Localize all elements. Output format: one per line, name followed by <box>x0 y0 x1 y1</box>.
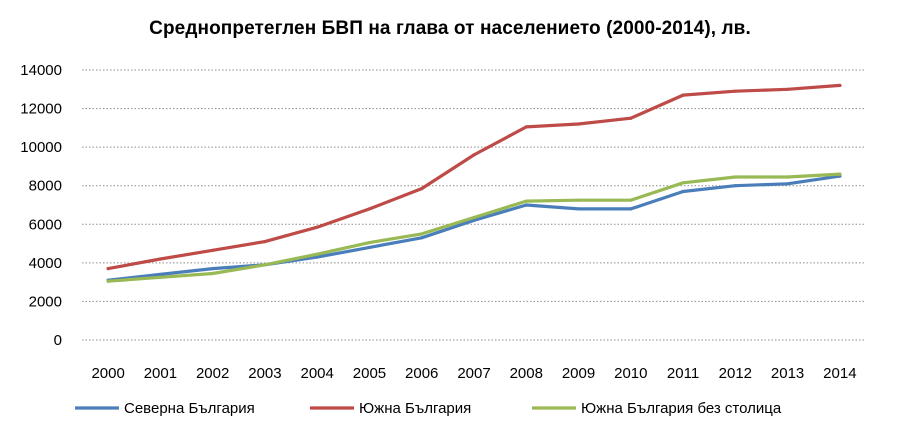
y-tick-label: 14000 <box>20 62 62 79</box>
data-point <box>576 198 581 202</box>
data-point <box>315 252 319 256</box>
chart-title: Среднопретеглен БВП на глава от населени… <box>149 18 751 39</box>
x-tick-label: 2006 <box>405 365 438 382</box>
legend: Северна България Южна България Южна Българ… <box>75 400 782 417</box>
data-point <box>211 267 215 271</box>
series-line-3 <box>106 172 842 283</box>
data-point <box>420 236 424 240</box>
y-tick-label: 8000 <box>29 178 62 195</box>
data-point <box>106 267 110 271</box>
y-tick-label: 4000 <box>29 255 62 272</box>
data-point <box>472 218 476 223</box>
x-tick-label: 2004 <box>301 365 334 382</box>
data-point <box>158 275 162 279</box>
legend-label-2: Южна България <box>359 400 471 417</box>
x-tick-label: 2000 <box>91 365 124 382</box>
data-point <box>211 271 215 276</box>
data-point <box>838 172 842 176</box>
data-point <box>681 189 685 194</box>
y-tick-label: 0 <box>54 332 62 349</box>
x-tick-label: 2014 <box>823 365 856 382</box>
data-point <box>524 125 528 129</box>
legend-label-1: Северна България <box>124 400 255 417</box>
series-line-1 <box>106 174 842 282</box>
x-tick-label: 2011 <box>667 365 699 382</box>
data-point <box>576 207 581 211</box>
y-tick-label: 2000 <box>29 293 62 310</box>
x-tick-label: 2007 <box>457 365 490 382</box>
data-point <box>263 263 267 267</box>
data-point <box>524 199 528 203</box>
data-point <box>367 245 372 250</box>
data-point <box>576 122 581 126</box>
data-point <box>263 240 267 244</box>
data-point <box>315 255 319 259</box>
y-tick-label: 12000 <box>20 101 62 118</box>
x-tick-label: 2005 <box>353 365 386 382</box>
data-point <box>786 182 790 186</box>
data-point <box>786 87 790 91</box>
data-point <box>681 93 685 97</box>
data-point <box>158 272 162 277</box>
x-tick-label: 2003 <box>248 365 281 382</box>
data-point <box>524 203 528 207</box>
data-point <box>472 153 476 157</box>
y-tick-label: 6000 <box>29 216 62 233</box>
data-point <box>629 116 633 120</box>
gridlines <box>82 69 866 341</box>
x-axis-ticks: 2000 2001 2002 2003 2004 2005 2006 2007 2008 2009… <box>91 365 856 382</box>
x-tick-label: 2012 <box>719 365 752 382</box>
data-point <box>733 175 737 179</box>
data-point <box>733 89 737 93</box>
x-tick-label: 2010 <box>614 365 647 382</box>
x-tick-label: 2002 <box>196 365 229 382</box>
x-tick-label: 2001 <box>144 365 177 382</box>
legend-label-3: Южна България без столица <box>581 400 782 417</box>
data-point <box>838 83 842 88</box>
y-axis-ticks: 0 2000 4000 6000 8000 10000 12000 14000 <box>20 62 62 349</box>
data-point <box>367 207 372 211</box>
data-point <box>420 232 424 236</box>
data-point <box>472 215 476 220</box>
data-point <box>629 207 633 211</box>
data-point <box>786 175 790 179</box>
x-tick-label: 2009 <box>562 365 595 382</box>
data-point <box>420 187 424 191</box>
data-point <box>681 181 685 185</box>
data-point <box>315 225 319 229</box>
x-tick-label: 2013 <box>771 365 804 382</box>
data-point <box>367 241 372 245</box>
y-tick-label: 10000 <box>20 139 62 156</box>
data-point <box>629 198 633 202</box>
series-lines <box>106 83 842 283</box>
x-tick-label: 2008 <box>510 365 543 382</box>
data-point <box>106 279 110 283</box>
data-point <box>158 257 162 261</box>
data-point <box>733 184 737 188</box>
data-point <box>211 248 215 252</box>
